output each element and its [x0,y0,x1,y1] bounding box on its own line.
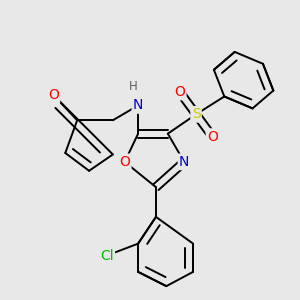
Text: Cl: Cl [100,248,114,262]
Text: N: N [179,155,189,169]
Text: S: S [192,107,200,121]
Text: O: O [174,85,185,99]
Text: O: O [207,130,218,144]
Text: H: H [129,80,138,93]
Text: N: N [133,98,143,112]
Text: O: O [48,88,59,102]
Text: O: O [119,155,130,169]
